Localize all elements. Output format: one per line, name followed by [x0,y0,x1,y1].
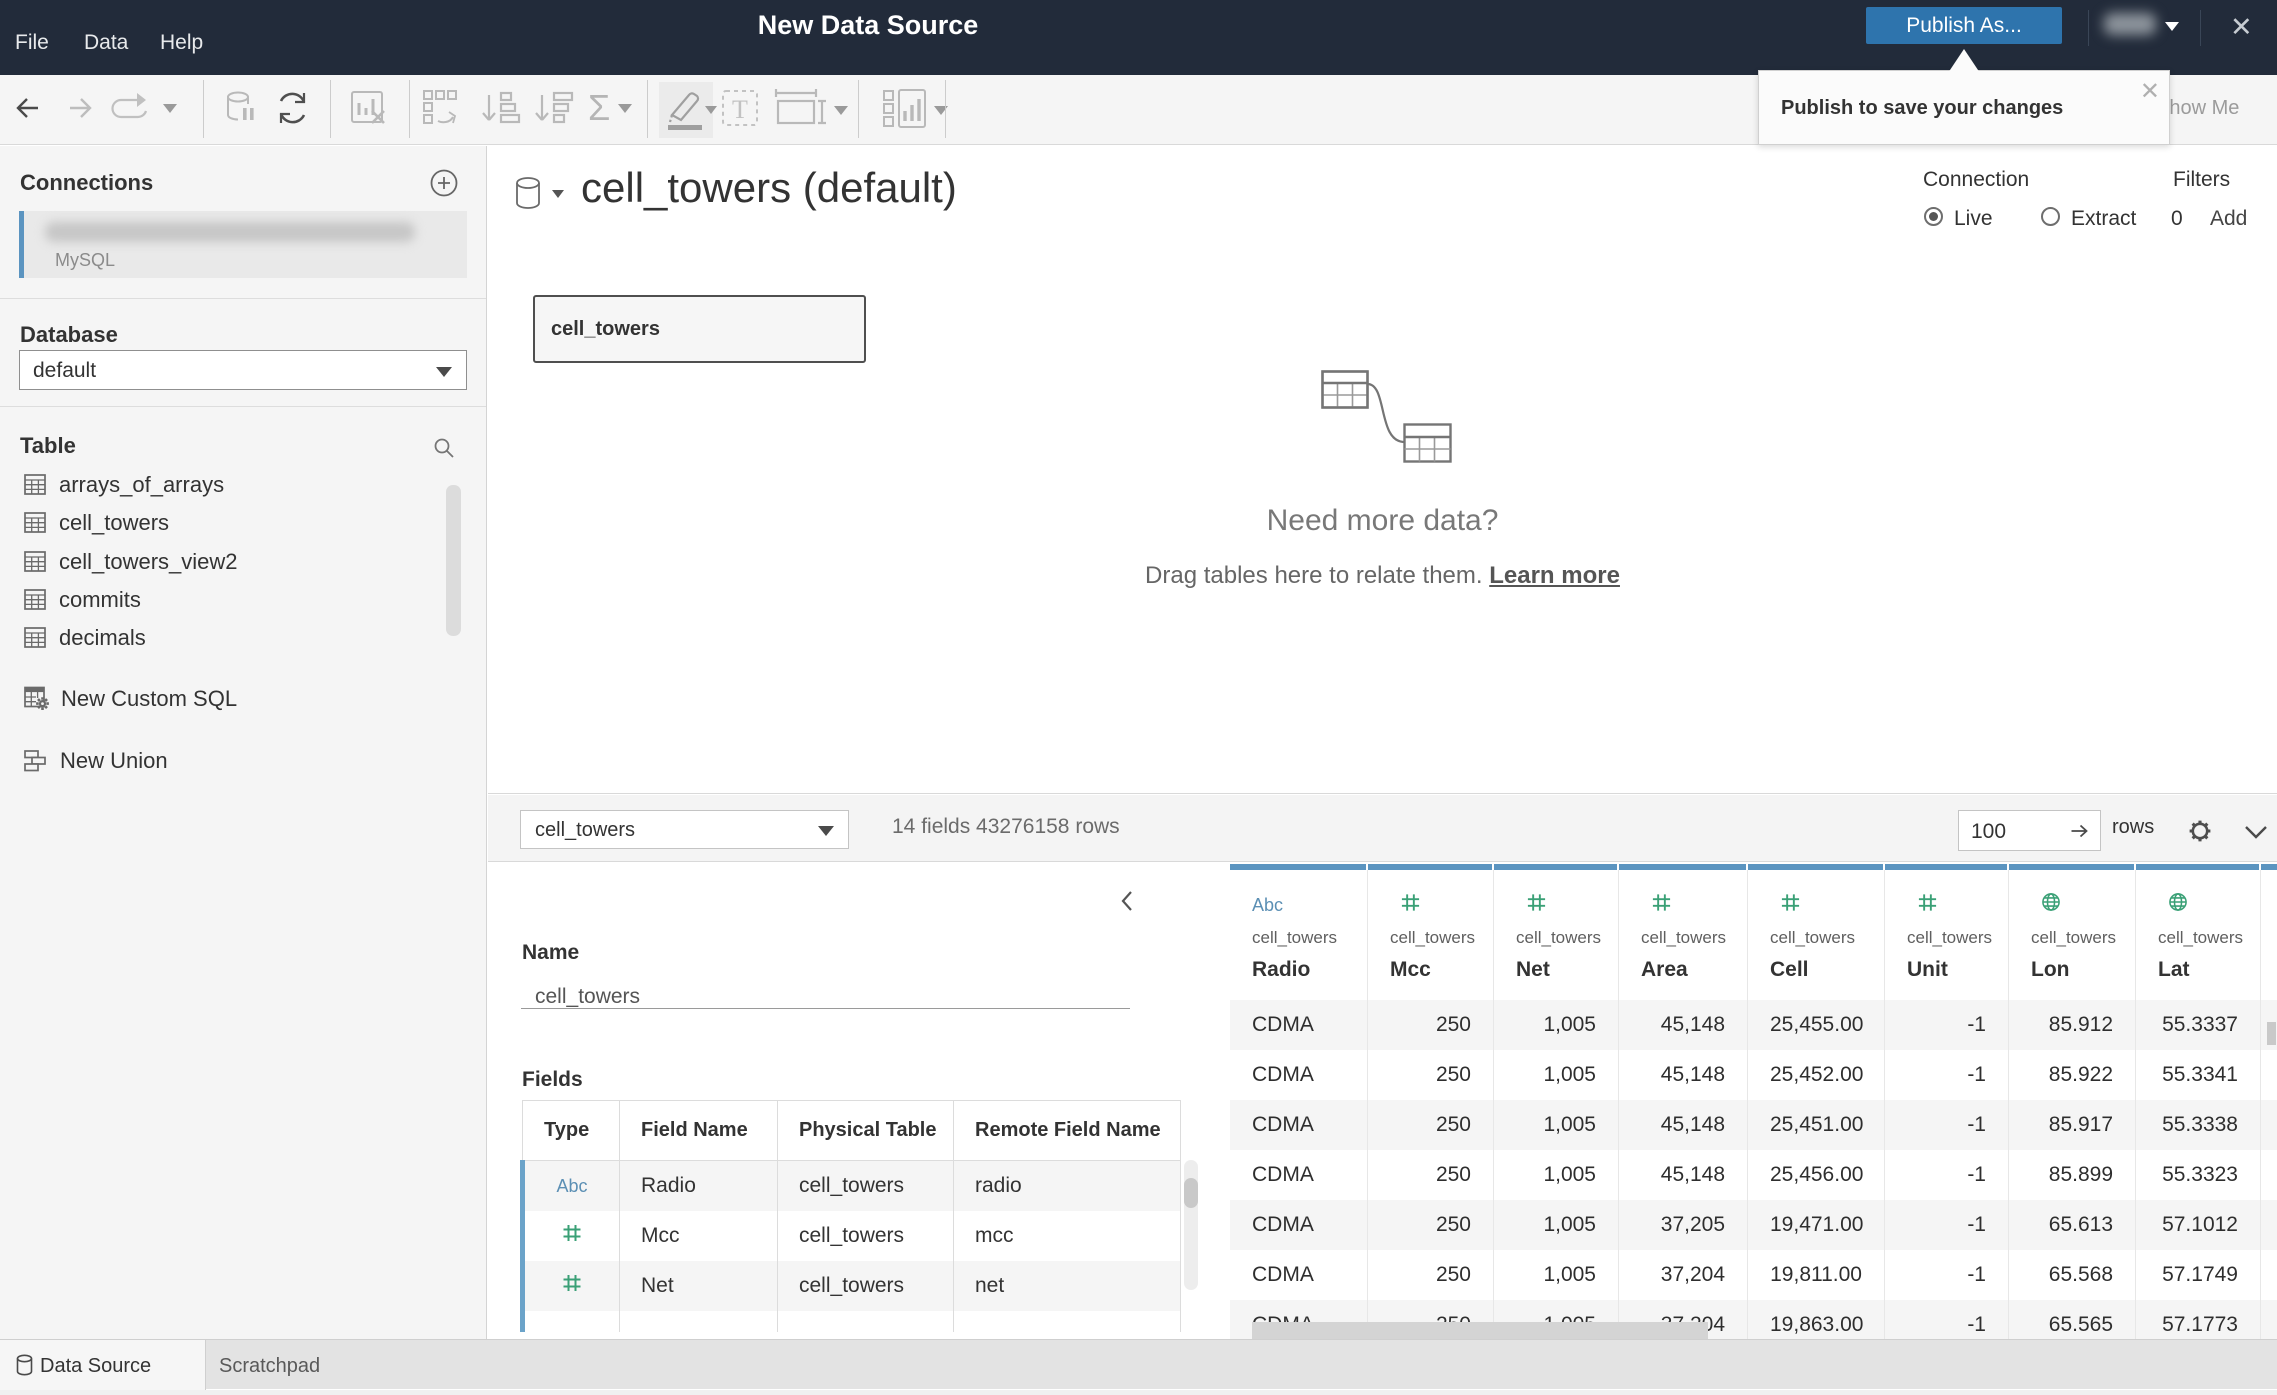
svg-text:T: T [732,95,748,124]
svg-text:Σ: Σ [588,87,610,128]
